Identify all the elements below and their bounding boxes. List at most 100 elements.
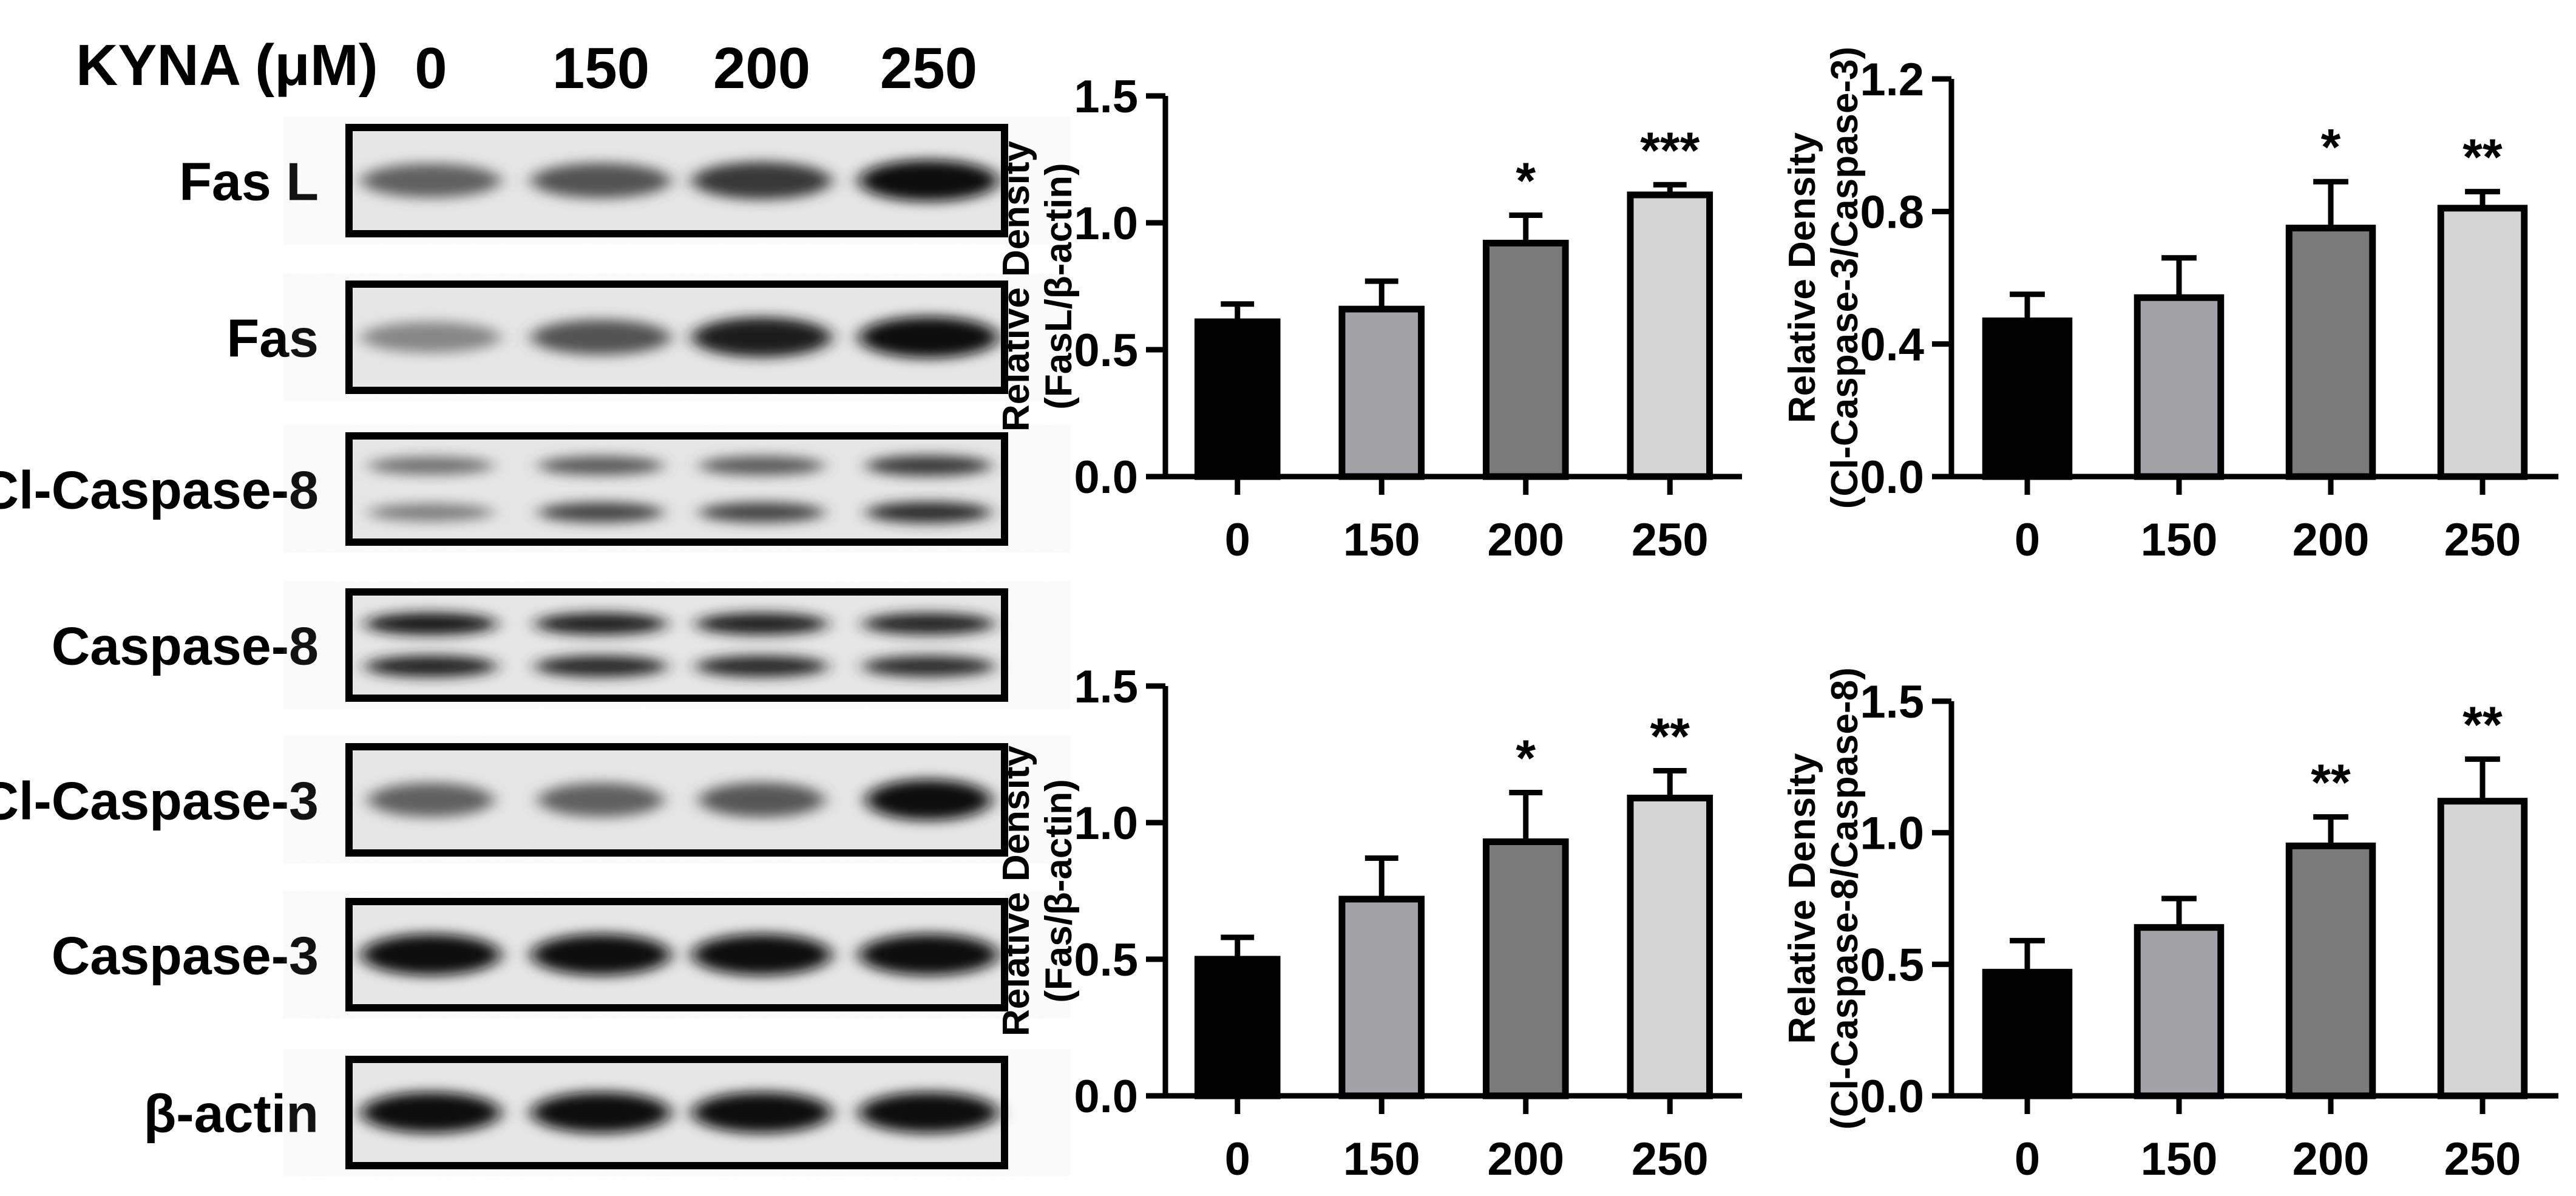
bar	[1194, 318, 1281, 480]
y-axis-label: Relative Density	[1781, 753, 1823, 1044]
blot-band	[866, 501, 992, 523]
lane-label: 150	[552, 36, 649, 101]
lane-label: 200	[713, 36, 810, 101]
blot-row: Cl-Caspase-3	[0, 743, 1008, 857]
x-tick-label: 0	[2015, 1133, 2040, 1185]
bar	[2134, 924, 2225, 1099]
blot-row-label: Caspase-3	[52, 926, 319, 986]
y-tick-label: 1.2	[1860, 54, 1924, 106]
y-axis-label-ratio: (FasL/β-actin)	[1038, 163, 1080, 409]
y-axis-label-ratio: (Fas/β-actin)	[1038, 779, 1080, 1003]
blot-band	[859, 1092, 998, 1133]
y-tick-label: 1.5	[1074, 661, 1138, 713]
blot-band	[534, 655, 668, 678]
blot-row-label: Cl-Caspase-3	[0, 771, 319, 831]
x-tick-label: 250	[1632, 514, 1709, 566]
blot-band	[531, 319, 671, 355]
blot-band	[859, 934, 998, 976]
significance-marker: **	[1650, 708, 1690, 765]
bar	[1338, 305, 1425, 480]
significance-marker: **	[2311, 754, 2351, 811]
blot-band	[538, 502, 664, 523]
blot-row-label: Cl-Caspase-8	[0, 460, 319, 520]
blot-row: Caspase-8	[52, 588, 1008, 702]
blot-band	[866, 779, 992, 821]
bar	[2437, 205, 2528, 480]
y-tick-label: 0.5	[1074, 325, 1138, 376]
blot-band	[866, 455, 992, 476]
x-tick-label: 0	[2015, 514, 2040, 566]
blot-band	[361, 1092, 501, 1133]
blot-row: β-actin	[144, 1056, 1008, 1169]
blot-band	[862, 613, 995, 635]
significance-marker: *	[1516, 730, 1536, 787]
y-axis-label: Relative Density	[1781, 132, 1823, 423]
bar	[2285, 225, 2376, 480]
blot-header-label: KYNA (μM)	[76, 33, 378, 98]
y-tick-label: 0.0	[1074, 1071, 1138, 1123]
blot-band	[699, 502, 825, 523]
y-axis-label: Relative Density	[995, 140, 1037, 432]
bar	[1194, 956, 1281, 1099]
blot-rows: Fas L Fas Cl-Caspase-8 Caspase-8 Cl-Caspase-…	[0, 124, 1008, 1169]
chart-fas-beta-actin: 0 150 * 200 ** 250 0.0 0.5 1.0 1.5 Relative Densit…	[995, 661, 1742, 1185]
x-tick-label: 150	[2141, 514, 2218, 566]
blot-frame	[345, 280, 1008, 394]
bar	[1982, 968, 2073, 1099]
blot-row-label: Fas	[226, 308, 319, 369]
lane-labels: 0 150 200 250	[415, 36, 977, 101]
bar	[1982, 317, 2073, 480]
chart-cl-caspase3-caspase3: 0 150 * 200 ** 250 0.0 0.4 0.8 1.2 Relative Densit…	[1781, 47, 2558, 566]
blot-band	[859, 316, 998, 358]
bar	[2285, 842, 2376, 1099]
bar	[1482, 838, 1569, 1099]
x-tick-label: 200	[2293, 1133, 2370, 1185]
blot-background-noise	[349, 592, 1005, 698]
blot-band	[368, 783, 494, 817]
y-tick-label: 1.0	[1860, 808, 1924, 860]
blot-frame	[345, 432, 1008, 546]
chart-cl-caspase8-caspase8: 0 150 ** 200 ** 250 0.0 0.5 1.0 1.5 Relative Densi…	[1781, 667, 2558, 1185]
x-tick-label: 150	[2141, 1133, 2218, 1185]
blot-band	[695, 655, 829, 678]
y-axis-label-ratio: (Cl-Caspase-8/Caspase-8)	[1824, 667, 1866, 1130]
y-tick-label: 1.0	[1074, 198, 1138, 250]
y-tick-label: 1.0	[1074, 798, 1138, 849]
blot-row: Fas L	[179, 124, 1008, 237]
x-tick-label: 250	[2444, 514, 2521, 566]
significance-marker: *	[1516, 152, 1536, 209]
significance-marker: *	[2321, 118, 2341, 175]
significance-marker: ***	[1640, 121, 1700, 178]
blot-frame	[345, 588, 1008, 702]
y-tick-label: 0.8	[1860, 186, 1924, 238]
blot-band	[692, 161, 832, 200]
bar	[2134, 294, 2225, 480]
x-tick-label: 150	[1343, 1133, 1420, 1185]
blot-row: Caspase-3	[52, 898, 1008, 1011]
y-tick-label: 0.4	[1860, 319, 1924, 371]
y-tick-label: 0.0	[1074, 452, 1138, 503]
y-tick-label: 0.0	[1860, 452, 1924, 503]
blot-band	[534, 613, 668, 635]
blot-band	[862, 655, 995, 678]
blot-band	[368, 503, 494, 522]
blot-row-label: Fas L	[179, 152, 319, 212]
significance-marker: **	[2462, 129, 2503, 186]
bar	[1338, 895, 1425, 1099]
lane-label: 0	[415, 36, 447, 101]
blot-band	[692, 1092, 832, 1133]
blot-band	[695, 613, 829, 635]
blot-band	[368, 457, 494, 475]
blot-frame	[345, 124, 1008, 237]
blot-band	[859, 160, 998, 202]
x-tick-label: 0	[1225, 514, 1250, 566]
blot-row-label: Caspase-8	[52, 616, 319, 676]
blot-band	[361, 934, 501, 976]
blot-band	[531, 163, 671, 199]
x-tick-label: 250	[2444, 1133, 2521, 1185]
blot-band	[692, 317, 832, 358]
y-tick-label: 1.5	[1074, 71, 1138, 123]
y-axis-label: Relative Density	[995, 745, 1037, 1036]
blot-band	[531, 934, 671, 976]
